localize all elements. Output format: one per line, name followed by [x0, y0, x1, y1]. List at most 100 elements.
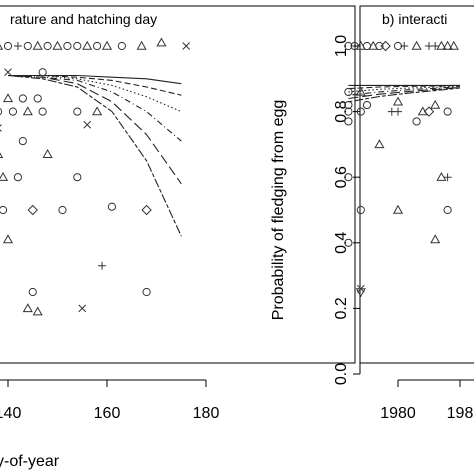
right-panel: b) interacti 0.0 0.2 0.4 0.6 0.8 1.0 Probabil… [270, 5, 474, 422]
data-point-triangle [417, 106, 428, 116]
data-point-triangle [368, 40, 379, 50]
data-point-circle [58, 205, 67, 215]
y-tick-label: 0.8 [333, 100, 350, 122]
data-point-triangle [0, 44, 4, 50]
data-point-diamond [423, 106, 435, 117]
x-tick-label: 1980 [380, 405, 416, 422]
data-point-circle [412, 117, 421, 126]
right-x-axis: 1980 198 [380, 379, 474, 422]
data-point-circle [43, 41, 52, 51]
x-tick-label: 198 [447, 405, 474, 422]
fitted-curve-dashed [348, 84, 461, 90]
data-point-triangle [2, 93, 14, 103]
data-point-circle [0, 107, 3, 116]
right-y-axis-label: Probability of fledging from egg [270, 100, 287, 321]
data-point-diamond [27, 204, 38, 216]
y-tick-label: 1.0 [333, 35, 350, 57]
data-point-circle [18, 137, 27, 146]
data-point-triangle [392, 204, 404, 214]
data-point-triangle [411, 40, 422, 50]
data-point-circle [73, 107, 82, 116]
data-point-plus [400, 42, 409, 50]
data-point-circle [443, 205, 452, 215]
left-x-axis-label: y-of-year [0, 453, 60, 470]
fitted-curve-twodash [7, 74, 182, 237]
data-point-circle [443, 107, 452, 116]
data-point-circle [344, 238, 353, 247]
data-point-triangle [101, 40, 113, 50]
data-point-plus [98, 261, 107, 270]
data-point-triangle [436, 40, 447, 50]
x-tick-label: 140 [0, 405, 21, 422]
right-panel-title: b) interacti [382, 11, 447, 27]
left-panel: rature and hatching day 140 160 180 y-of-y… [0, 5, 356, 470]
left-plot-frame [0, 5, 356, 364]
data-point-cross [4, 68, 12, 77]
data-point-plus [443, 173, 452, 182]
data-point-triangle [0, 152, 4, 158]
left-x-axis: 140 160 180 [0, 379, 220, 422]
data-point-triangle [355, 40, 366, 50]
data-point-circle [63, 41, 72, 51]
data-point-triangle [2, 234, 14, 244]
right-fitted-curves [348, 84, 461, 103]
data-point-circle [107, 202, 117, 211]
y-tick-label: 0.0 [333, 363, 350, 385]
data-point-plus [394, 107, 402, 116]
y-tick-label: 0.2 [333, 297, 350, 319]
data-point-circle [28, 287, 37, 297]
data-point-triangle [32, 40, 43, 50]
data-point-circle [3, 41, 13, 51]
data-point-triangle [52, 40, 63, 50]
data-point-plus [13, 42, 22, 50]
fitted-curve-dotted [8, 74, 182, 113]
data-point-cross [182, 42, 191, 50]
right-y-axis: 0.0 0.2 0.4 0.6 0.8 1.0 [333, 35, 361, 385]
data-point-triangle [32, 306, 43, 316]
y-tick-label: 0.6 [333, 166, 350, 188]
data-point-circle [362, 100, 372, 110]
data-point-circle [356, 205, 365, 215]
data-point-circle [375, 41, 384, 51]
data-point-plus [431, 42, 440, 50]
data-point-circle [356, 107, 365, 116]
left-fitted-curves [7, 74, 182, 237]
data-point-circle [344, 173, 353, 182]
fitted-curve-dotdash [348, 86, 461, 96]
data-point-triangle [374, 139, 385, 149]
data-point-circle [38, 68, 47, 77]
x-tick-label: 160 [94, 405, 121, 422]
data-point-cross [83, 120, 92, 129]
data-point-cross [0, 124, 2, 132]
data-point-triangle [156, 37, 167, 47]
data-point-triangle [22, 106, 33, 116]
data-point-triangle [82, 40, 93, 50]
data-point-circle [344, 87, 353, 97]
data-point-circle [8, 107, 18, 116]
fitted-curve-dotdash [7, 74, 182, 142]
data-point-circle [18, 94, 27, 103]
fitted-curve-dotted [348, 85, 461, 93]
data-point-triangle [0, 171, 9, 181]
data-point-triangle [436, 171, 447, 181]
data-point-circle [344, 41, 353, 51]
data-point-circle [23, 41, 32, 51]
data-point-diamond [380, 40, 391, 52]
fitted-curve-longdash [7, 74, 182, 185]
data-point-circle [344, 117, 353, 126]
data-point-triangle [448, 40, 459, 50]
left-data-points [0, 37, 191, 316]
x-tick-label: 180 [193, 405, 220, 422]
data-point-triangle [442, 40, 453, 50]
data-point-circle [0, 205, 8, 215]
right-plot-frame [359, 5, 474, 364]
data-point-triangle [430, 99, 441, 109]
data-point-down-triangle [355, 288, 366, 298]
data-point-circle [93, 41, 102, 51]
y-tick-label: 0.4 [333, 232, 350, 254]
data-point-triangle [42, 149, 53, 158]
data-point-circle [38, 107, 47, 116]
data-point-triangle [392, 96, 404, 106]
data-point-circle [33, 94, 42, 103]
